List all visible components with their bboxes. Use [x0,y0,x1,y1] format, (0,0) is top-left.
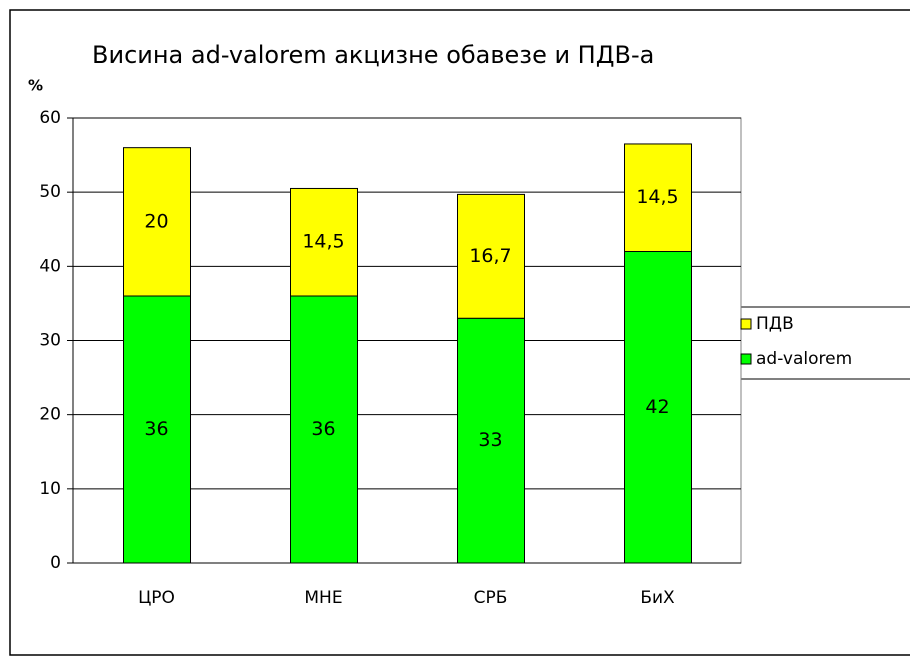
bar-segment [123,295,191,564]
legend-swatch [740,318,752,330]
y-axis-label: % [28,77,43,95]
bar-segment [624,143,692,252]
data-label: 36 [144,418,168,440]
bar-segment [290,295,358,564]
data-label: 14,5 [636,186,678,208]
y-tick-label: 0 [50,553,61,573]
bar-segment [624,251,692,564]
data-label: 14,5 [302,231,344,253]
bar-segment [457,193,525,319]
bar-segment [123,147,191,297]
y-tick-label: 60 [39,108,61,128]
y-tick-label: 40 [39,256,61,276]
bar-segment [457,317,525,564]
y-tick-label: 20 [39,405,61,425]
legend-label: ad-valorem [756,349,852,369]
data-label: 36 [311,418,335,440]
x-tick-label: СРБ [474,588,508,608]
y-tick-label: 50 [39,182,61,202]
data-label: 16,7 [469,245,511,267]
y-tick-label: 30 [39,331,61,351]
y-tick-label: 10 [39,479,61,499]
bar-segment [290,187,358,297]
x-tick-label: ЦРО [138,588,175,608]
legend-label: ПДВ [756,314,794,334]
x-tick-label: МНЕ [304,588,342,608]
chart-title: Висина ad-valorem акцизне обавезе и ПДВ-… [92,41,654,69]
x-tick-label: БиХ [640,588,675,608]
legend-swatch [740,353,752,365]
data-label: 20 [144,210,168,232]
legend-box [732,306,910,380]
data-label: 42 [645,396,669,418]
data-label: 33 [478,429,502,451]
